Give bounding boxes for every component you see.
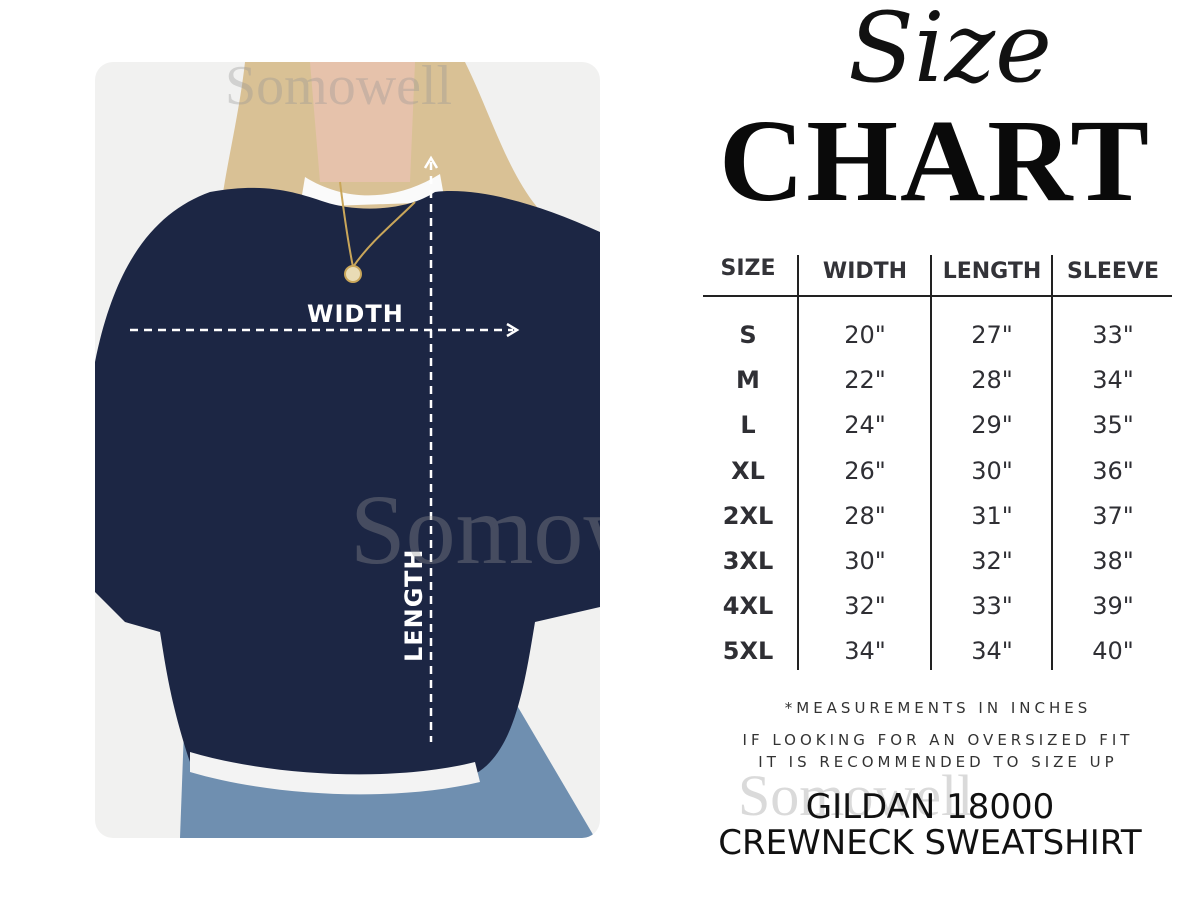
cell-size: 4XL bbox=[722, 592, 774, 621]
cell-width: 28" bbox=[844, 501, 886, 530]
cell-sleeve: 35" bbox=[1092, 411, 1134, 440]
cell-length: 27" bbox=[971, 321, 1013, 349]
header-size: SIZE bbox=[720, 256, 776, 281]
cell-size: 5XL bbox=[722, 637, 774, 666]
cell-width: 24" bbox=[844, 411, 886, 440]
fit-note-line1: IF LOOKING FOR AN OVERSIZED FIT bbox=[742, 731, 1134, 749]
cell-length: 29" bbox=[971, 411, 1013, 440]
header-width: WIDTH bbox=[822, 259, 908, 284]
header-divider bbox=[703, 295, 1172, 297]
header-sleeve: SLEEVE bbox=[1067, 259, 1159, 284]
cell-width: 30" bbox=[844, 547, 886, 575]
cell-size: M bbox=[736, 366, 760, 395]
watermark: Somowell bbox=[225, 62, 453, 117]
product-name: GILDAN 18000 bbox=[805, 787, 1055, 827]
cell-length: 30" bbox=[971, 456, 1013, 485]
cell-size: 2XL bbox=[722, 501, 774, 530]
watermark: Somowell bbox=[350, 474, 600, 585]
cell-sleeve: 38" bbox=[1092, 547, 1134, 575]
title-script: Size bbox=[848, 0, 1052, 104]
measurement-note: *MEASUREMENTS IN INCHES bbox=[784, 699, 1092, 717]
cell-sleeve: 36" bbox=[1092, 456, 1134, 485]
cell-length: 32" bbox=[971, 547, 1013, 575]
column-divider bbox=[1051, 255, 1053, 670]
cell-length: 33" bbox=[971, 592, 1013, 621]
cell-size: XL bbox=[731, 456, 765, 485]
product-type: CREWNECK SWEATSHIRT bbox=[718, 823, 1142, 863]
cell-length: 31" bbox=[971, 501, 1013, 530]
column-divider bbox=[930, 255, 932, 670]
cell-length: 34" bbox=[971, 637, 1013, 666]
product-photo: WIDTH LENGTH Somowell Somowell bbox=[95, 62, 600, 838]
header-length: LENGTH bbox=[942, 259, 1042, 284]
cell-sleeve: 33" bbox=[1092, 321, 1134, 349]
cell-sleeve: 39" bbox=[1092, 592, 1134, 621]
title-main: CHART bbox=[719, 95, 1151, 226]
cell-width: 34" bbox=[844, 637, 886, 666]
cell-width: 32" bbox=[844, 592, 886, 621]
cell-sleeve: 37" bbox=[1092, 501, 1134, 530]
column-divider bbox=[797, 255, 799, 670]
fit-note-line2: IT IS RECOMMENDED TO SIZE UP bbox=[758, 753, 1118, 771]
cell-width: 22" bbox=[844, 366, 886, 395]
width-label: WIDTH bbox=[307, 300, 404, 328]
cell-length: 28" bbox=[971, 366, 1013, 395]
cell-size: L bbox=[740, 411, 756, 440]
model-illustration bbox=[95, 62, 600, 838]
cell-width: 20" bbox=[844, 321, 886, 349]
cell-size: 3XL bbox=[722, 547, 774, 575]
cell-sleeve: 34" bbox=[1092, 366, 1134, 395]
cell-size: S bbox=[739, 321, 757, 349]
cell-width: 26" bbox=[844, 456, 886, 485]
watermark: Somowell bbox=[738, 763, 974, 828]
cell-sleeve: 40" bbox=[1092, 637, 1134, 666]
